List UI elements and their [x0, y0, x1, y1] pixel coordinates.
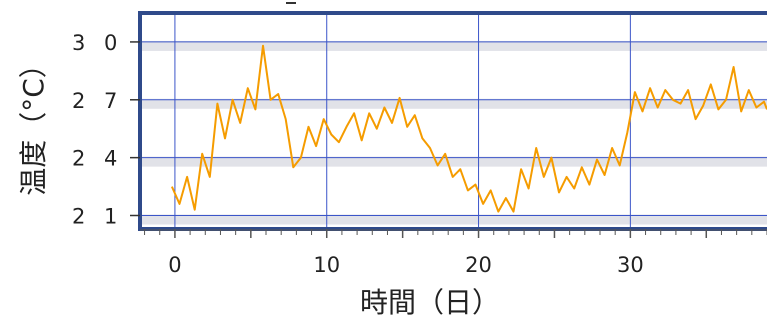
y-tick-label-21: 2 1 [72, 205, 123, 229]
x-tick-label-10: 10 [313, 253, 340, 277]
y-axis-title: 温度（°C） [17, 50, 50, 196]
y-axis-ticks: 2 1 2 4 2 7 3 0 [72, 31, 140, 229]
gridline-band-27 [140, 98, 767, 109]
x-axis-title: 時間（日） [360, 286, 500, 319]
y-tick-label-30: 3 0 [72, 31, 123, 55]
y-tick-label-27: 2 7 [72, 89, 123, 113]
x-tick-label-30: 30 [617, 253, 644, 277]
gridline-bands [140, 40, 767, 225]
plot-frame [138, 2, 767, 231]
temperature-series-line [170, 44, 767, 213]
x-tick-label-0: 0 [168, 253, 181, 277]
x-tick-label-20: 20 [465, 253, 492, 277]
x-axis-ticks: 0 10 20 30 [140, 229, 767, 277]
gridline-band-30 [140, 40, 767, 51]
gridline-band-24 [140, 156, 767, 167]
gridline-band-21 [140, 214, 767, 225]
y-tick-label-24: 2 4 [72, 147, 123, 171]
